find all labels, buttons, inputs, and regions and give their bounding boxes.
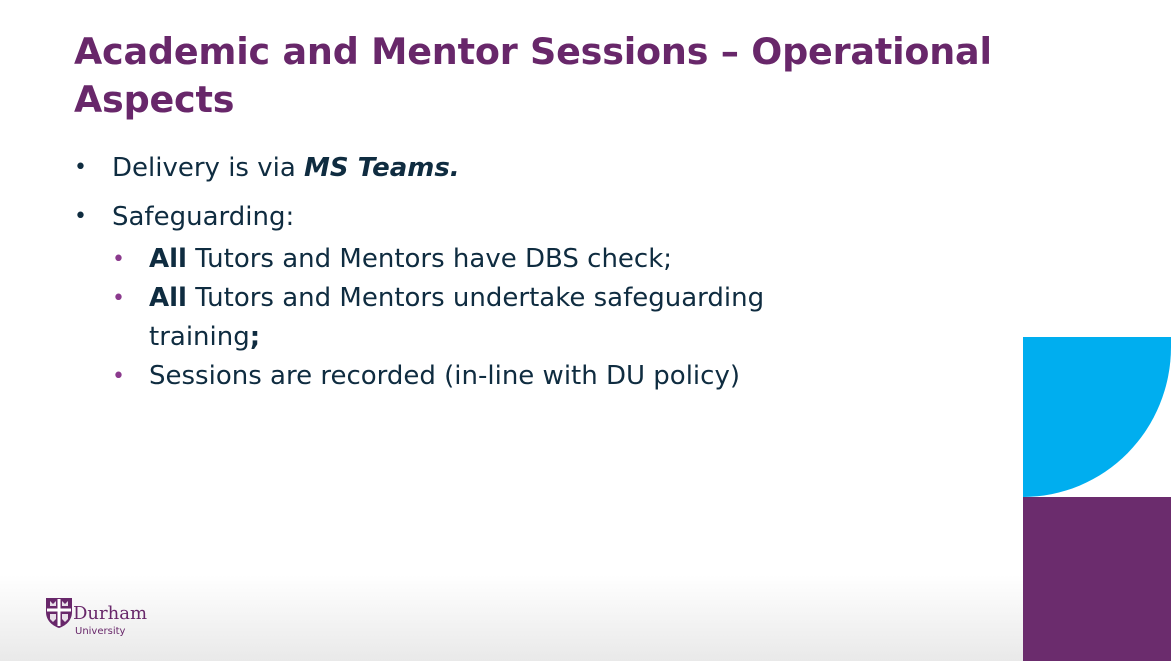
bullet-safeguarding-text: Safeguarding:	[112, 202, 295, 232]
sub-bullet-training-text: Tutors and Mentors undertake safeguardin…	[149, 283, 765, 352]
sub-bullet-recorded-text: Sessions are recorded (in-line with DU p…	[149, 361, 740, 391]
sub-bullet-training-suffix: ;	[249, 322, 261, 352]
durham-university-logo: Durham University	[45, 597, 165, 641]
slide-body: • Delivery is via MS Teams. • Safeguardi…	[74, 150, 974, 396]
bullet-delivery-emphasis: MS Teams.	[304, 153, 460, 183]
slide-title: Academic and Mentor Sessions – Operation…	[74, 30, 992, 121]
bullet-safeguarding: • Safeguarding:	[74, 199, 974, 235]
bottom-fade	[0, 575, 1171, 661]
bullet-dot-icon: •	[74, 204, 87, 229]
sub-bullet-dot-icon: •	[112, 247, 125, 272]
sub-bullet-dbs: • All Tutors and Mentors have DBS check;	[74, 240, 789, 279]
shield-crest-icon	[46, 598, 72, 628]
sub-bullet-training-bold: All	[149, 283, 187, 313]
safeguarding-sub-list: • All Tutors and Mentors have DBS check;…	[74, 240, 974, 396]
sub-bullet-recorded: • Sessions are recorded (in-line with DU…	[74, 357, 789, 396]
bullet-delivery-text: Delivery is via	[112, 153, 305, 183]
sub-bullet-dot-icon: •	[112, 286, 125, 311]
logo-sub: University	[75, 626, 126, 637]
sub-bullet-dbs-bold: All	[149, 244, 187, 274]
decorative-blue-quarter-circle	[1023, 337, 1171, 497]
bullet-dot-icon: •	[74, 155, 87, 180]
sub-bullet-dot-icon: •	[112, 364, 125, 389]
sub-bullet-dbs-text: Tutors and Mentors have DBS check;	[186, 244, 673, 274]
bullet-delivery: • Delivery is via MS Teams.	[74, 150, 974, 186]
decorative-purple-block	[1023, 497, 1171, 661]
logo-name: Durham	[73, 603, 148, 624]
sub-bullet-training: • All Tutors and Mentors undertake safeg…	[74, 279, 789, 357]
